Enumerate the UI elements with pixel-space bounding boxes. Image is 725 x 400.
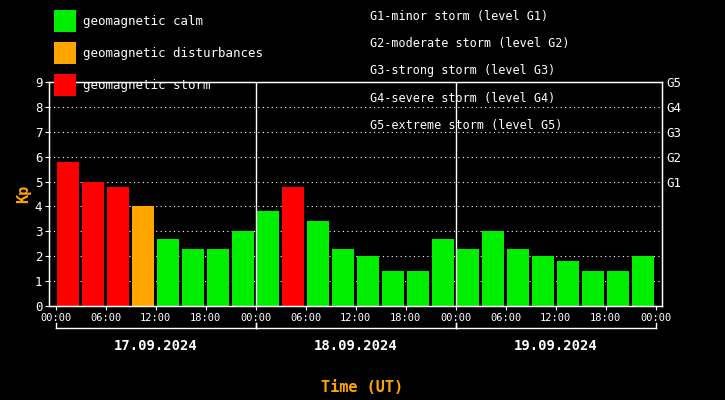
Y-axis label: Kp: Kp (16, 185, 30, 203)
Bar (407, 271, 429, 306)
Text: geomagnetic storm: geomagnetic storm (83, 78, 211, 92)
Bar (57, 162, 79, 306)
Bar (282, 186, 304, 306)
Text: G5-extreme storm (level G5): G5-extreme storm (level G5) (370, 119, 562, 132)
Text: G2-moderate storm (level G2): G2-moderate storm (level G2) (370, 37, 569, 50)
Bar (507, 249, 529, 306)
Bar (207, 249, 229, 306)
Bar (557, 261, 579, 306)
Bar (107, 186, 129, 306)
Bar (232, 231, 254, 306)
Bar (132, 206, 154, 306)
Text: G4-severe storm (level G4): G4-severe storm (level G4) (370, 92, 555, 105)
Bar (457, 249, 479, 306)
Bar (357, 256, 379, 306)
Bar (532, 256, 554, 306)
Bar (82, 182, 104, 306)
Bar (257, 212, 279, 306)
Bar (582, 271, 604, 306)
Text: 19.09.2024: 19.09.2024 (514, 339, 597, 353)
Bar (432, 239, 454, 306)
Bar (382, 271, 404, 306)
Bar (607, 271, 629, 306)
Text: G1-minor storm (level G1): G1-minor storm (level G1) (370, 10, 548, 23)
Text: G3-strong storm (level G3): G3-strong storm (level G3) (370, 64, 555, 78)
Bar (482, 231, 504, 306)
Text: 18.09.2024: 18.09.2024 (314, 339, 397, 353)
Bar (157, 239, 179, 306)
Text: 17.09.2024: 17.09.2024 (114, 339, 197, 353)
Bar (182, 249, 204, 306)
Bar (332, 249, 354, 306)
Bar (632, 256, 654, 306)
Text: Time (UT): Time (UT) (321, 380, 404, 395)
Text: geomagnetic disturbances: geomagnetic disturbances (83, 46, 263, 60)
Text: geomagnetic calm: geomagnetic calm (83, 14, 204, 28)
Bar (307, 221, 329, 306)
